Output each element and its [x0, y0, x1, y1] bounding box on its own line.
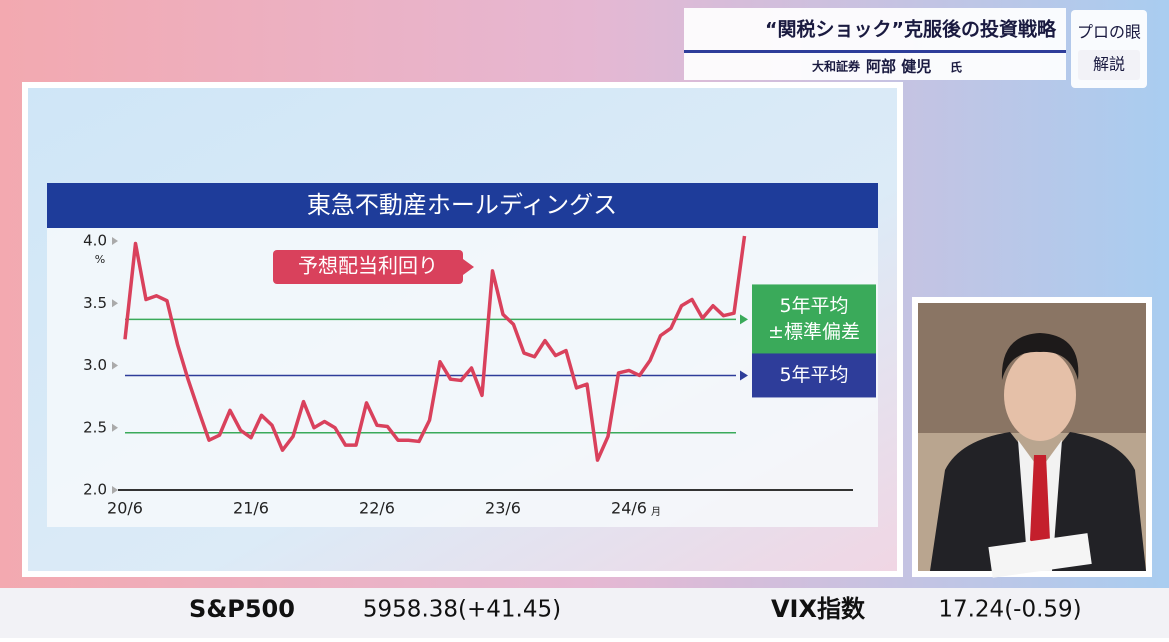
hair	[1001, 333, 1079, 380]
chart: 2.0 2.5 3.0 3.5 4.0% 20/6 21/6 22/6 23/6 24/6 月 5年平…	[83, 232, 876, 518]
x-unit: 月	[651, 506, 661, 518]
honorific: 氏	[950, 60, 962, 75]
reference-label-box	[752, 284, 876, 355]
y-tick-mark	[112, 237, 118, 245]
label-pointer	[740, 370, 748, 381]
ticker-value: 5958.38(+41.45)	[363, 597, 561, 623]
y-tick-label: 3.0	[83, 356, 107, 374]
header-title: “関税ショック”克服後の投資戦略	[765, 18, 1057, 41]
company: 大和証券	[812, 59, 861, 74]
x-tick-label: 20/6	[107, 499, 143, 518]
legend-label: 予想配当利回り	[298, 254, 438, 278]
y-tick-mark	[112, 299, 118, 308]
chart-title-bar	[47, 183, 878, 228]
y-tick-label: 2.0	[83, 481, 107, 499]
reference-label: 5年平均	[779, 295, 848, 317]
speaker: 阿部 健児	[866, 58, 931, 76]
reference-label: 5年平均	[779, 364, 848, 386]
legend-box	[273, 250, 463, 284]
x-tick-label: 21/6	[233, 499, 269, 518]
series-line	[123, 235, 747, 462]
y-tick-mark	[112, 486, 118, 494]
y-tick-label: 4.0	[83, 232, 107, 250]
badge-bottom: 解説	[1093, 55, 1125, 74]
x-tick-label: 24/6	[611, 499, 647, 518]
ticker-name: VIX指数	[771, 595, 866, 623]
label-pointer	[740, 314, 748, 325]
ticker-name: S&P500	[189, 595, 295, 623]
header-box	[684, 8, 1066, 80]
y-tick-mark	[112, 423, 118, 432]
y-tick-mark	[112, 361, 118, 370]
badge-inner	[1078, 50, 1140, 80]
reference-label-box	[752, 353, 876, 398]
ticker-value: 17.24(-0.59)	[938, 597, 1081, 623]
header-rule	[684, 50, 1066, 53]
y-unit: %	[95, 253, 105, 266]
face	[1004, 349, 1076, 441]
y-tick-label: 3.5	[83, 294, 107, 312]
x-tick-label: 23/6	[485, 499, 521, 518]
y-tick-label: 2.5	[83, 418, 107, 436]
x-tick-label: 22/6	[359, 499, 395, 518]
reference-label: ±標準偏差	[768, 321, 860, 343]
badge-top: プロの眼	[1077, 23, 1141, 42]
legend-pointer	[463, 259, 474, 275]
chart-title: 東急不動産ホールディングス	[307, 191, 617, 219]
ticker-bar	[0, 588, 1169, 638]
tie	[1030, 455, 1050, 552]
paper	[988, 533, 1092, 578]
